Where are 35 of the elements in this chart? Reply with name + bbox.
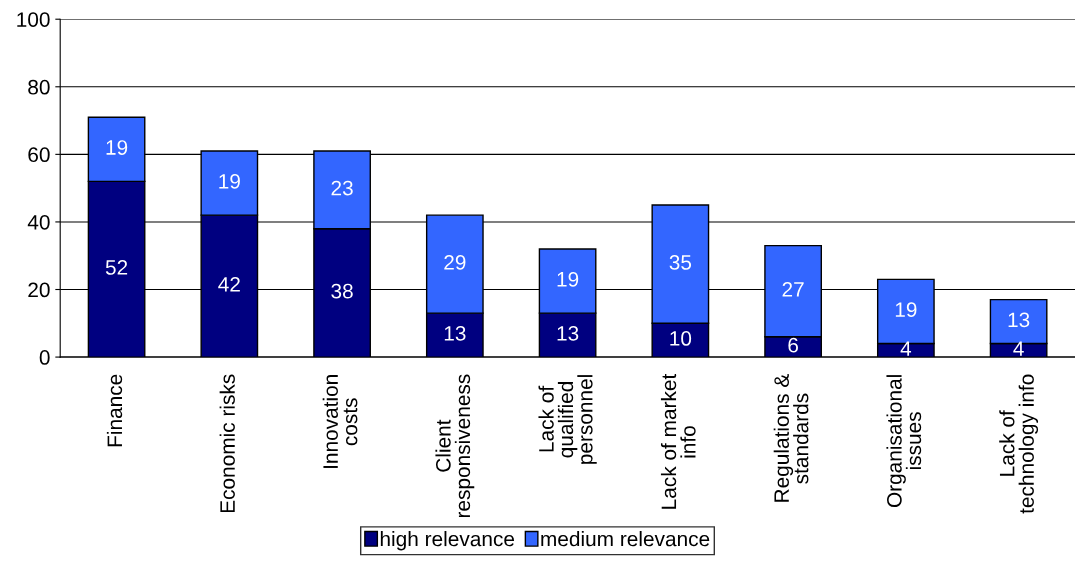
data-label: 19 — [219, 173, 240, 189]
data-label: 6 — [788, 337, 798, 353]
data-label: 19 — [895, 302, 917, 318]
x-tick-label: Finance — [106, 374, 123, 447]
y-tick-label: 0 — [39, 350, 50, 365]
x-tick-label: Economic risks — [219, 374, 235, 513]
x-tick-label: Client responsiveness — [435, 374, 475, 518]
data-label: 13 — [1008, 312, 1030, 328]
y-tick-label: 80 — [28, 79, 50, 95]
y-tick-label: 20 — [28, 282, 50, 298]
x-tick-label: Lack of market info — [660, 373, 696, 509]
legend-label: high relevance — [380, 531, 515, 551]
x-tick-label: Regulations & standards — [773, 374, 809, 502]
y-tick-label: 40 — [27, 214, 50, 230]
data-label: 10 — [670, 331, 692, 346]
x-tick-label: Lack of qualified personnel — [538, 375, 597, 464]
data-label: 35 — [669, 255, 692, 270]
y-tick-label: 60 — [28, 147, 50, 163]
data-label: 19 — [106, 140, 128, 155]
y-tick-label: 100 — [17, 12, 50, 27]
x-tick-label: Lack of technology info — [999, 374, 1039, 514]
data-label: 23 — [331, 180, 353, 196]
legend-label: medium relevance — [541, 531, 710, 547]
data-label: 13 — [444, 325, 466, 341]
data-label: 4 — [900, 341, 912, 356]
data-label: 42 — [218, 276, 240, 292]
x-tick-label: Innovation costs — [322, 375, 358, 468]
data-label: 4 — [1013, 341, 1024, 356]
data-label: 38 — [331, 283, 353, 299]
data-label: 27 — [782, 282, 804, 297]
x-tick-label: Organisational issues — [886, 375, 922, 508]
data-label: 19 — [557, 271, 579, 287]
data-label: 52 — [105, 260, 128, 275]
data-label: 29 — [444, 255, 466, 270]
data-label: 13 — [557, 325, 579, 341]
